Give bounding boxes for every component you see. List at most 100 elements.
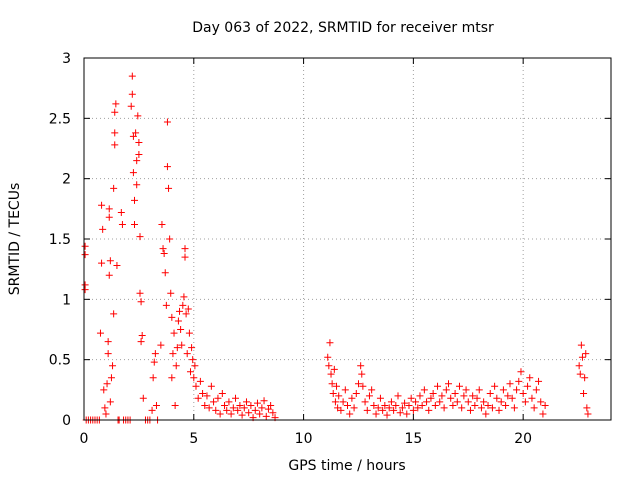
data-point <box>81 286 89 294</box>
data-point <box>258 404 266 412</box>
data-point <box>103 380 111 388</box>
data-point <box>361 398 369 406</box>
data-point <box>339 398 347 406</box>
data-point <box>196 377 204 385</box>
data-point <box>575 362 583 370</box>
data-point <box>201 402 209 410</box>
y-axis-label: SRMTID / TECUs <box>7 183 23 296</box>
data-point <box>333 382 341 390</box>
data-point <box>251 406 259 414</box>
data-point <box>111 141 119 149</box>
data-point <box>438 392 446 400</box>
data-point <box>477 404 485 412</box>
x-axis-label: GPS time / hours <box>288 458 405 474</box>
x-tick-label: 0 <box>80 431 89 447</box>
data-point <box>240 404 248 412</box>
data-point <box>104 350 112 358</box>
data-point <box>128 72 136 80</box>
data-point <box>135 138 143 146</box>
data-point <box>189 356 197 364</box>
data-point <box>131 221 139 229</box>
plot-frame <box>83 57 612 421</box>
data-point <box>212 406 220 414</box>
data-point <box>148 406 156 414</box>
data-point <box>223 406 231 414</box>
data-point <box>578 353 586 361</box>
data-point <box>106 398 114 406</box>
data-point <box>112 100 120 108</box>
data-point <box>495 406 503 414</box>
data-point <box>460 392 468 400</box>
data-point <box>182 310 190 318</box>
data-point <box>188 344 196 352</box>
data-point <box>524 382 532 390</box>
data-point <box>482 410 490 418</box>
data-point <box>539 410 547 418</box>
data-point <box>348 394 356 402</box>
data-point <box>135 151 143 159</box>
data-point <box>157 341 165 349</box>
data-point <box>207 382 215 390</box>
data-point <box>403 410 411 418</box>
data-point <box>381 402 389 410</box>
data-point <box>326 339 334 347</box>
data-point <box>98 201 106 209</box>
data-point <box>139 394 147 402</box>
data-point <box>368 386 376 394</box>
y-tick-label: 1 <box>62 292 71 308</box>
data-point <box>491 382 499 390</box>
data-point <box>264 405 272 413</box>
data-point <box>394 392 402 400</box>
data-point <box>414 404 422 412</box>
data-point <box>445 380 453 388</box>
data-point <box>385 404 393 412</box>
data-point <box>584 410 592 418</box>
data-point <box>423 398 431 406</box>
data-point <box>118 221 126 229</box>
data-point <box>327 370 335 378</box>
data-point <box>409 406 417 414</box>
data-point <box>134 112 142 120</box>
chart-title: Day 063 of 2022, SRMTID for receiver mts… <box>192 20 494 36</box>
data-point <box>111 108 119 116</box>
data-point <box>186 368 194 376</box>
data-point <box>337 406 345 414</box>
data-point <box>398 404 406 412</box>
data-point <box>110 184 118 192</box>
data-point <box>453 398 461 406</box>
data-point <box>137 298 145 306</box>
data-point <box>357 362 365 370</box>
data-point <box>151 350 159 358</box>
x-tick-label: 15 <box>404 431 422 447</box>
data-point <box>191 362 199 370</box>
data-point <box>447 394 455 402</box>
data-point <box>163 118 171 126</box>
x-tick-label: 20 <box>514 431 532 447</box>
data-point <box>440 404 448 412</box>
data-point <box>475 386 483 394</box>
data-point <box>129 169 137 177</box>
data-point <box>262 412 270 420</box>
data-point <box>166 235 174 243</box>
data-point <box>181 253 189 261</box>
data-point <box>480 398 488 406</box>
data-point <box>358 370 366 378</box>
data-point <box>541 402 549 410</box>
y-tick-label: 0.5 <box>49 353 71 369</box>
data-point <box>513 386 521 394</box>
data-point <box>170 329 178 337</box>
data-point <box>407 394 415 402</box>
data-point <box>434 382 442 390</box>
data-point <box>521 398 529 406</box>
data-point <box>181 245 189 253</box>
data-point <box>359 382 367 390</box>
data-point <box>104 338 112 346</box>
data-point <box>449 402 457 410</box>
data-point <box>418 402 426 410</box>
data-point <box>387 398 395 406</box>
data-point <box>163 163 171 171</box>
data-point <box>329 389 337 397</box>
data-point <box>469 392 477 400</box>
data-point <box>105 213 113 221</box>
data-point <box>577 341 585 349</box>
